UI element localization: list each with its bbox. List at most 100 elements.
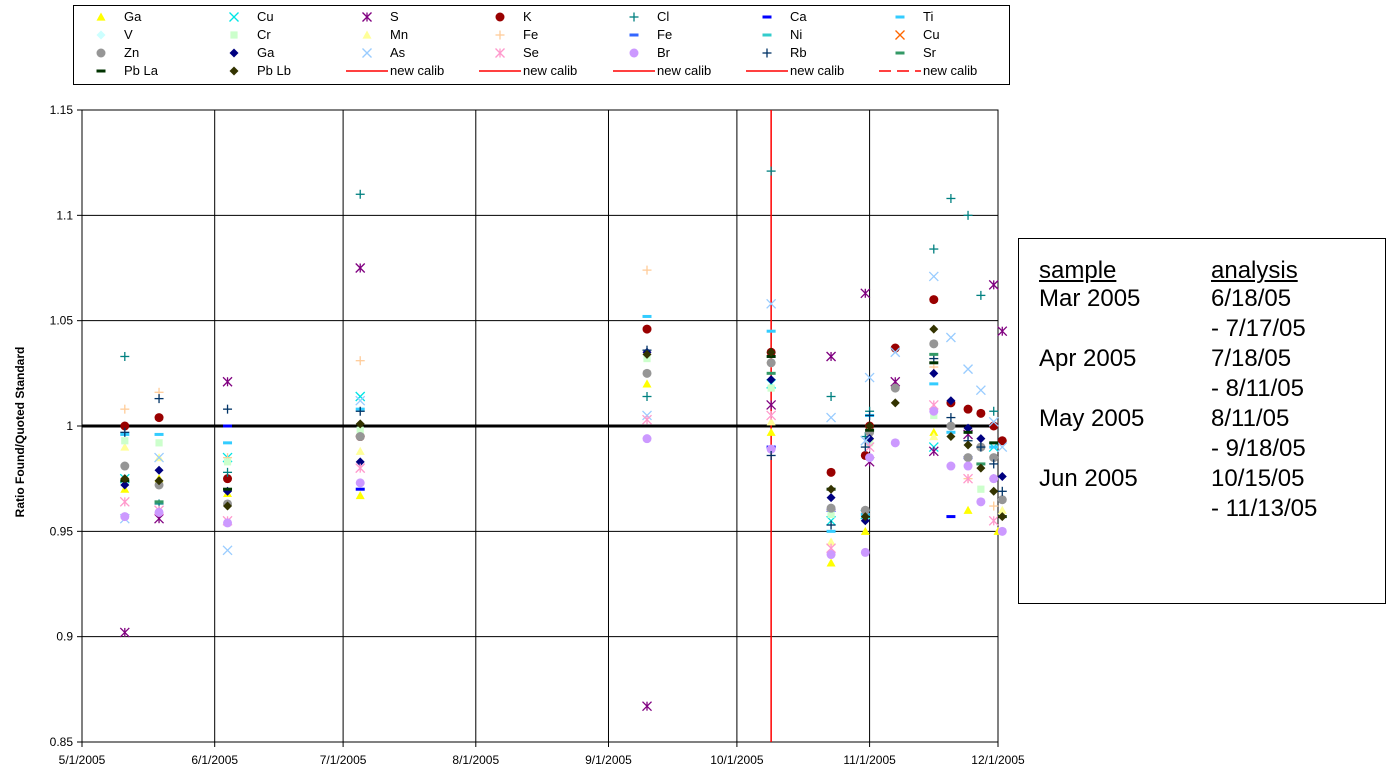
data-point-ga [766, 375, 776, 385]
data-point-mn [826, 537, 836, 546]
data-point-s [826, 351, 837, 362]
data-point-cr [767, 384, 775, 392]
data-point-cl [989, 406, 999, 416]
legend-symbol [495, 48, 505, 58]
data-point-ga [865, 434, 875, 444]
data-point-zn [929, 339, 939, 349]
data-point-cu [355, 391, 366, 402]
legend-symbol [895, 51, 905, 55]
data-point-cl [223, 467, 233, 477]
legend-label: K [523, 9, 532, 24]
data-point-ga [826, 493, 836, 503]
data-point-pb-lb [976, 463, 986, 473]
legend-label: Fe [657, 27, 673, 42]
x-tick-label: 7/1/2005 [320, 753, 367, 767]
sample-analysis-box: sample analysis Mar 2005 6/18/05 - 7/17/… [1018, 238, 1386, 604]
data-point-br [860, 547, 870, 557]
sidebox-sample: Apr 2005 [1039, 345, 1137, 372]
data-point-as [222, 545, 233, 556]
data-point-k [963, 404, 973, 414]
legend-label: new calib [923, 63, 978, 78]
data-point-rb [223, 404, 233, 414]
legend-label: As [390, 45, 406, 60]
data-point-s [988, 279, 999, 290]
data-point-se [988, 515, 999, 526]
data-point-fe [989, 501, 999, 511]
legend-symbol [362, 30, 372, 39]
legend-symbol [879, 70, 921, 72]
data-point-fe [642, 265, 652, 275]
legend-label: Sr [923, 45, 936, 60]
x-tick-label: 10/1/2005 [710, 753, 764, 767]
legend-symbol [629, 12, 639, 22]
data-point-zn [120, 461, 130, 471]
y-tick-label: 1.15 [50, 103, 74, 117]
data-point-k [120, 421, 130, 431]
data-point-zn [997, 495, 1007, 505]
data-point-ga [120, 480, 130, 490]
data-point-rb [154, 394, 164, 404]
data-point-zn [890, 383, 900, 393]
data-point-pb-lb [890, 398, 900, 408]
sidebox-sample: May 2005 [1039, 405, 1145, 432]
data-point-s [642, 701, 652, 712]
data-point-k [642, 324, 652, 334]
data-point-br [766, 444, 776, 454]
data-point-ga [826, 558, 836, 567]
data-point-ga [642, 379, 652, 388]
data-point-rb [355, 406, 365, 416]
data-point-mn [120, 442, 130, 451]
data-point-br [976, 497, 986, 507]
data-point-k [989, 421, 999, 431]
data-point-se [119, 496, 130, 507]
data-point-as [928, 271, 939, 282]
data-point-pb-lb [946, 432, 956, 442]
data-point-as [766, 298, 777, 309]
data-point-cr [223, 458, 232, 466]
data-point-s [928, 446, 939, 457]
data-point-fe [120, 404, 130, 414]
data-point-k [929, 295, 939, 305]
legend-symbol [229, 66, 239, 76]
legend-label: Pb Lb [257, 63, 291, 78]
sidebox-sample: Mar 2005 [1039, 285, 1141, 312]
legend-symbol [230, 31, 238, 39]
legend-symbol [229, 48, 239, 58]
legend-label: Zn [124, 45, 140, 60]
legend-symbol [895, 15, 905, 19]
data-point-pb-lb [120, 474, 130, 484]
data-point-zn [946, 421, 956, 431]
data-point-rb [989, 459, 999, 469]
data-point-k [890, 343, 900, 353]
legend-label: Cu [257, 9, 274, 24]
data-point-ga [963, 423, 973, 433]
sidebox-analysis-start: 7/18/05 [1211, 345, 1292, 372]
x-tick-label: 12/1/2005 [971, 753, 1025, 767]
sidebox-analysis-end: - 8/11/05 [1211, 375, 1304, 402]
data-point-as [860, 435, 871, 446]
sidebox-analysis-end: - 9/18/05 [1211, 435, 1306, 462]
y-tick-label: 0.95 [50, 524, 74, 538]
data-point-br [946, 461, 956, 471]
legend-label: Cu [923, 27, 940, 42]
legend-label: Mn [390, 27, 409, 42]
legend-label: Ga [124, 9, 142, 24]
data-point-br [154, 507, 164, 517]
legend-symbol [762, 33, 772, 37]
data-point-s [119, 627, 130, 638]
data-point-rb [120, 427, 130, 437]
data-point-br [223, 518, 233, 528]
data-point-se [766, 410, 777, 421]
data-point-se [642, 414, 652, 425]
data-point-br [355, 478, 365, 488]
y-tick-label: 0.9 [56, 630, 73, 644]
legend-label: Rb [790, 45, 807, 60]
data-point-zn [766, 358, 776, 368]
legend-symbol [346, 70, 388, 72]
data-point-cr [977, 485, 985, 493]
data-point-rb [976, 442, 986, 452]
data-point-zn [826, 503, 836, 513]
data-point-se [963, 473, 973, 484]
data-point-cl [642, 392, 652, 402]
data-point-ga [355, 491, 365, 500]
